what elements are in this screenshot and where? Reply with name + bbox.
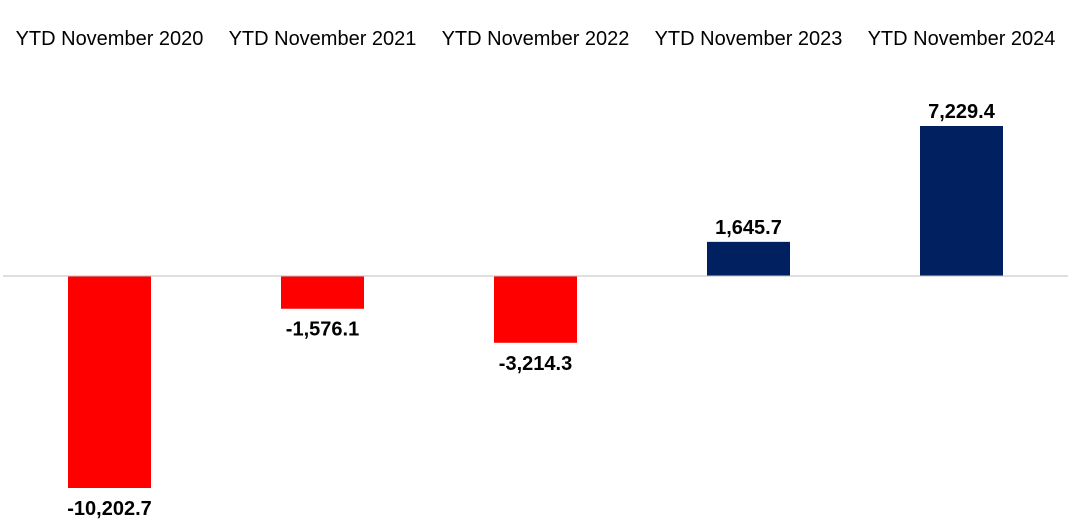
data-label: -1,576.1: [286, 319, 359, 341]
data-label: -10,202.7: [67, 498, 152, 520]
bar: [281, 276, 364, 309]
category-label: YTD November 2021: [229, 28, 417, 50]
category-labels: YTD November 2020 YTD November 2021 YTD No…: [16, 28, 1056, 50]
data-label: -3,214.3: [499, 353, 572, 375]
category-label: YTD November 2024: [868, 28, 1056, 50]
bar: [68, 276, 151, 488]
data-label: 7,229.4: [928, 101, 996, 123]
category-label: YTD November 2022: [442, 28, 630, 50]
data-label: 1,645.7: [715, 217, 782, 239]
category-label: YTD November 2023: [655, 28, 843, 50]
bars: [68, 126, 1003, 488]
data-labels: -10,202.7 -1,576.1 -3,214.3 1,645.7 7,229.4: [67, 101, 995, 520]
bar: [920, 126, 1003, 276]
category-label: YTD November 2020: [16, 28, 204, 50]
bar: [707, 241, 790, 276]
bar: [494, 276, 577, 343]
